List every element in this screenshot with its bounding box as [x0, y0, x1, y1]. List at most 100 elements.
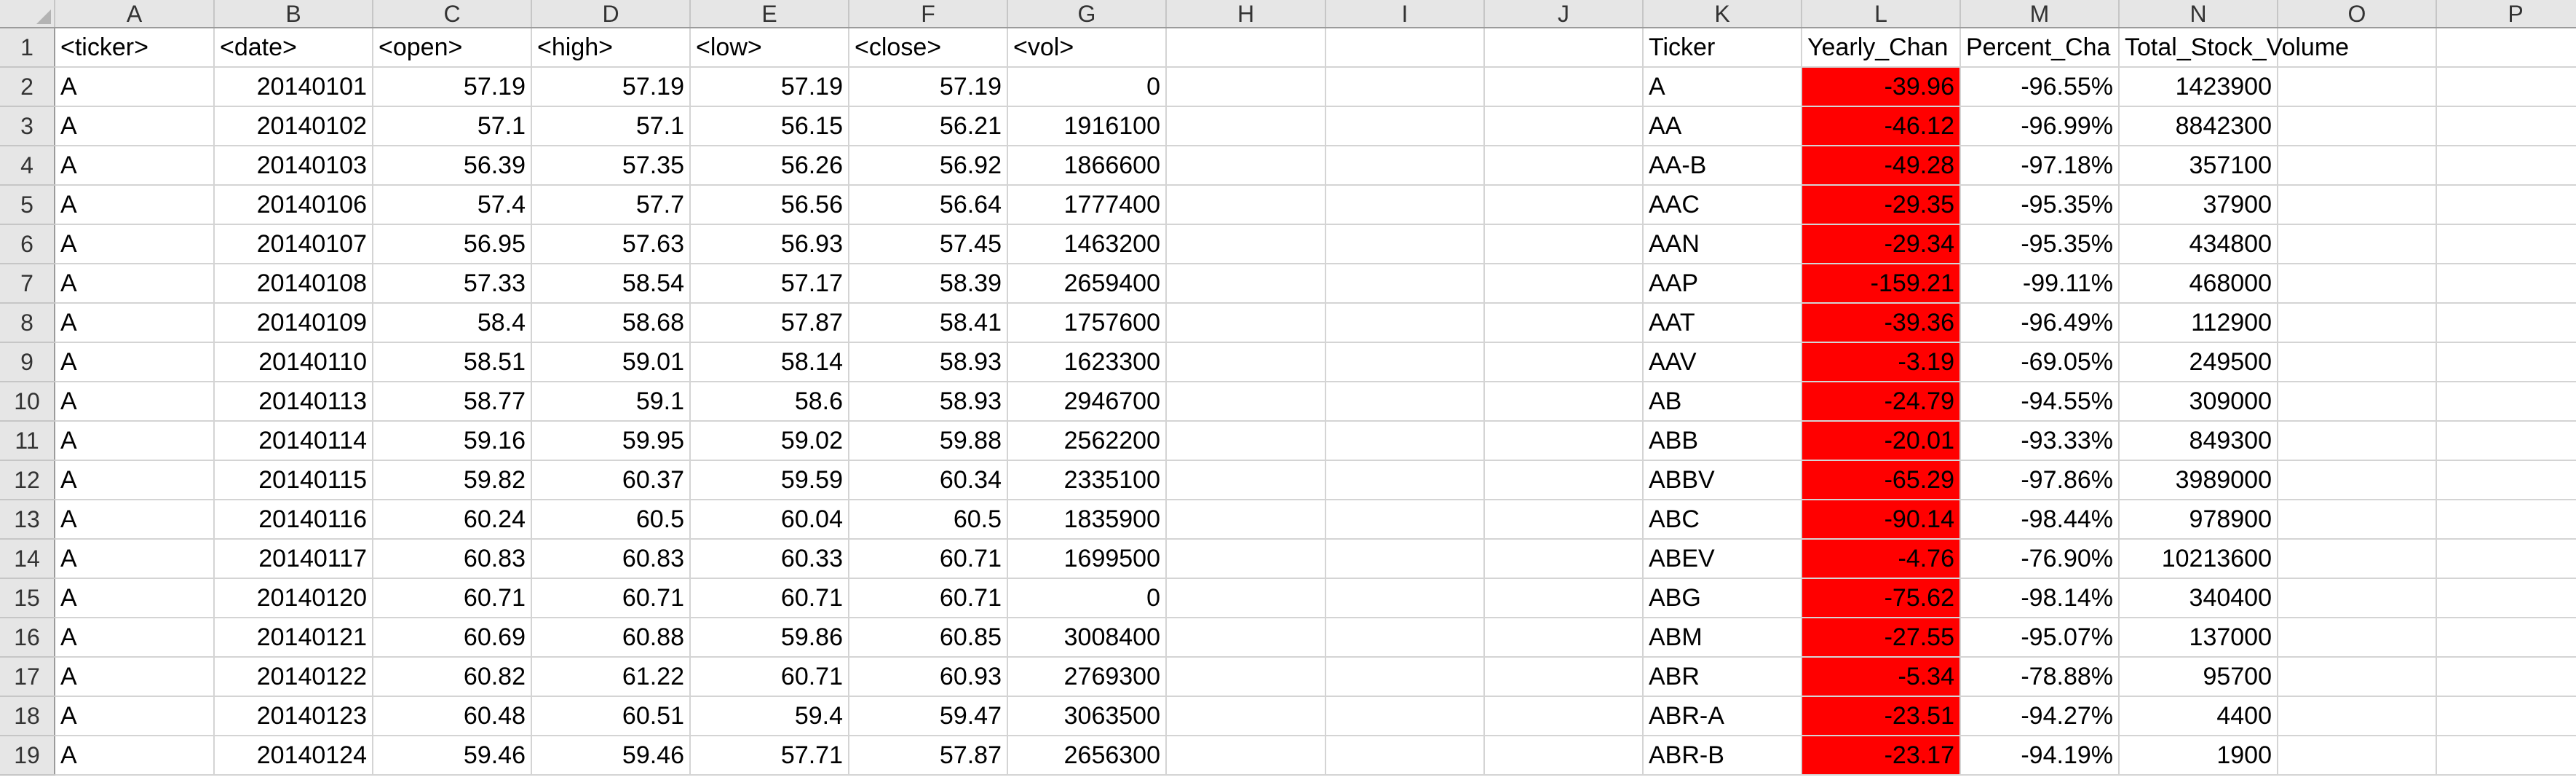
cell-m4[interactable]: -97.18% [1960, 146, 2120, 186]
cell-m13[interactable]: -98.44% [1960, 500, 2120, 540]
cell-o9[interactable] [2278, 342, 2437, 382]
cell-d5[interactable]: 57.7 [531, 185, 691, 225]
cell-l19[interactable]: -23.17 [1802, 736, 1961, 776]
cell-m11[interactable]: -93.33% [1960, 421, 2120, 461]
column-header-c[interactable]: C [373, 0, 532, 28]
cell-m1[interactable]: Percent_Cha [1960, 28, 2120, 68]
cell-p3[interactable] [2436, 106, 2576, 146]
row-header-18[interactable]: 18 [0, 696, 55, 736]
cell-h2[interactable] [1166, 67, 1326, 107]
row-header-13[interactable]: 13 [0, 500, 55, 540]
column-header-p[interactable]: P [2436, 0, 2576, 28]
cell-c18[interactable]: 60.48 [373, 696, 532, 736]
cell-l4[interactable]: -49.28 [1802, 146, 1961, 186]
cell-b9[interactable]: 20140110 [214, 342, 373, 382]
cell-e2[interactable]: 57.19 [690, 67, 849, 107]
row-header-4[interactable]: 4 [0, 146, 55, 186]
cell-l1[interactable]: Yearly_Chan [1802, 28, 1961, 68]
cell-f12[interactable]: 60.34 [849, 460, 1008, 500]
row-header-7[interactable]: 7 [0, 264, 55, 304]
cell-k1[interactable]: Ticker [1643, 28, 1802, 68]
cell-b13[interactable]: 20140116 [214, 500, 373, 540]
cell-m7[interactable]: -99.11% [1960, 264, 2120, 304]
cell-n10[interactable]: 309000 [2119, 382, 2278, 422]
cell-a6[interactable]: A [55, 224, 215, 264]
cell-a2[interactable]: A [55, 67, 215, 107]
column-header-l[interactable]: L [1802, 0, 1961, 28]
cell-j16[interactable] [1484, 618, 1644, 658]
cell-c14[interactable]: 60.83 [373, 539, 532, 579]
cell-o13[interactable] [2278, 500, 2437, 540]
cell-g17[interactable]: 2769300 [1007, 657, 1167, 697]
cell-n6[interactable]: 434800 [2119, 224, 2278, 264]
cell-n13[interactable]: 978900 [2119, 500, 2278, 540]
cell-p18[interactable] [2436, 696, 2576, 736]
cell-n5[interactable]: 37900 [2119, 185, 2278, 225]
cell-k15[interactable]: ABG [1643, 578, 1802, 618]
cell-d12[interactable]: 60.37 [531, 460, 691, 500]
cell-m18[interactable]: -94.27% [1960, 696, 2120, 736]
cell-l14[interactable]: -4.76 [1802, 539, 1961, 579]
cell-h15[interactable] [1166, 578, 1326, 618]
cell-a5[interactable]: A [55, 185, 215, 225]
cell-o12[interactable] [2278, 460, 2437, 500]
cell-o8[interactable] [2278, 303, 2437, 343]
cell-n8[interactable]: 112900 [2119, 303, 2278, 343]
cell-i18[interactable] [1325, 696, 1485, 736]
cell-b2[interactable]: 20140101 [214, 67, 373, 107]
cell-l6[interactable]: -29.34 [1802, 224, 1961, 264]
cell-m2[interactable]: -96.55% [1960, 67, 2120, 107]
cell-f16[interactable]: 60.85 [849, 618, 1008, 658]
cell-p7[interactable] [2436, 264, 2576, 304]
cell-k10[interactable]: AB [1643, 382, 1802, 422]
cell-d6[interactable]: 57.63 [531, 224, 691, 264]
cell-o7[interactable] [2278, 264, 2437, 304]
cell-l5[interactable]: -29.35 [1802, 185, 1961, 225]
cell-g9[interactable]: 1623300 [1007, 342, 1167, 382]
cell-p10[interactable] [2436, 382, 2576, 422]
cell-g4[interactable]: 1866600 [1007, 146, 1167, 186]
cell-c13[interactable]: 60.24 [373, 500, 532, 540]
cell-m5[interactable]: -95.35% [1960, 185, 2120, 225]
row-header-9[interactable]: 9 [0, 342, 55, 382]
cell-a12[interactable]: A [55, 460, 215, 500]
cell-g8[interactable]: 1757600 [1007, 303, 1167, 343]
row-header-6[interactable]: 6 [0, 224, 55, 264]
cell-n17[interactable]: 95700 [2119, 657, 2278, 697]
cell-d8[interactable]: 58.68 [531, 303, 691, 343]
cell-f9[interactable]: 58.93 [849, 342, 1008, 382]
cell-c2[interactable]: 57.19 [373, 67, 532, 107]
cell-i4[interactable] [1325, 146, 1485, 186]
select-all-button[interactable] [0, 0, 55, 28]
cell-j5[interactable] [1484, 185, 1644, 225]
cell-n18[interactable]: 4400 [2119, 696, 2278, 736]
cell-k3[interactable]: AA [1643, 106, 1802, 146]
cell-g5[interactable]: 1777400 [1007, 185, 1167, 225]
cell-g12[interactable]: 2335100 [1007, 460, 1167, 500]
cell-f2[interactable]: 57.19 [849, 67, 1008, 107]
cell-k9[interactable]: AAV [1643, 342, 1802, 382]
cell-h11[interactable] [1166, 421, 1326, 461]
row-header-14[interactable]: 14 [0, 539, 55, 579]
cell-l7[interactable]: -159.21 [1802, 264, 1961, 304]
cell-h8[interactable] [1166, 303, 1326, 343]
cell-k4[interactable]: AA-B [1643, 146, 1802, 186]
cell-o10[interactable] [2278, 382, 2437, 422]
cell-e18[interactable]: 59.4 [690, 696, 849, 736]
cell-o2[interactable] [2278, 67, 2437, 107]
column-header-a[interactable]: A [55, 0, 215, 28]
cell-g11[interactable]: 2562200 [1007, 421, 1167, 461]
cell-b6[interactable]: 20140107 [214, 224, 373, 264]
cell-p2[interactable] [2436, 67, 2576, 107]
cell-f3[interactable]: 56.21 [849, 106, 1008, 146]
cell-e3[interactable]: 56.15 [690, 106, 849, 146]
cell-f1[interactable]: <close> [849, 28, 1008, 68]
cell-b5[interactable]: 20140106 [214, 185, 373, 225]
cell-b14[interactable]: 20140117 [214, 539, 373, 579]
cell-m17[interactable]: -78.88% [1960, 657, 2120, 697]
cell-p16[interactable] [2436, 618, 2576, 658]
cell-h10[interactable] [1166, 382, 1326, 422]
cell-i5[interactable] [1325, 185, 1485, 225]
cell-h19[interactable] [1166, 736, 1326, 776]
cell-o4[interactable] [2278, 146, 2437, 186]
